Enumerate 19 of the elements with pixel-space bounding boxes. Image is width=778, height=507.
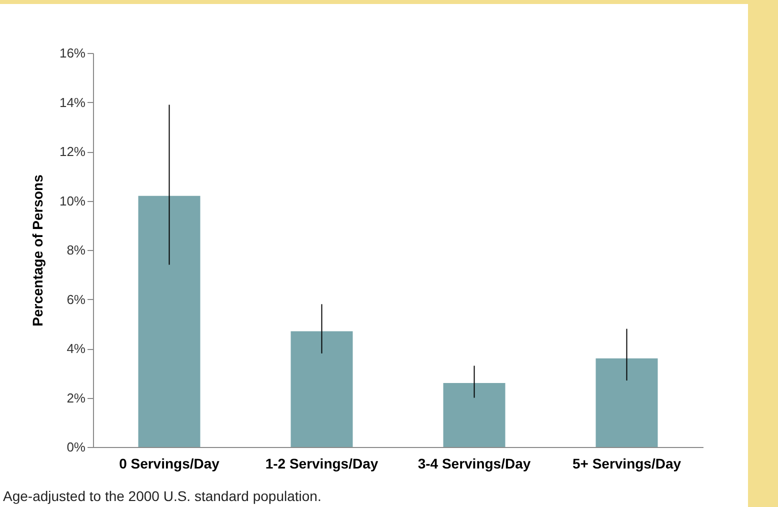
bar <box>443 382 506 447</box>
y-tick-label: 6% <box>66 292 86 307</box>
y-tick-label: 12% <box>59 144 86 159</box>
y-tick-label: 10% <box>59 193 86 208</box>
x-tick-label: 1-2 Servings/Day <box>265 456 378 472</box>
y-tick-label: 14% <box>59 94 86 110</box>
y-axis-title: Percentage of Persons <box>29 174 46 326</box>
y-tick-label: 2% <box>66 390 86 406</box>
y-tick-label: 16% <box>59 46 86 60</box>
y-tick-label: 8% <box>66 242 86 258</box>
x-tick-label: 3-4 Servings/Day <box>418 456 531 472</box>
bar <box>290 331 353 447</box>
y-tick-label: 0% <box>66 440 86 454</box>
bar <box>138 196 200 447</box>
bar <box>596 358 658 447</box>
x-tick-label: 0 Servings/Day <box>119 456 220 472</box>
x-tick-label: 5+ Servings/Day <box>572 456 682 472</box>
y-tick-label: 4% <box>66 341 86 356</box>
text: Age-adjusted to the 2000 U.S. standard population. <box>3 488 322 504</box>
